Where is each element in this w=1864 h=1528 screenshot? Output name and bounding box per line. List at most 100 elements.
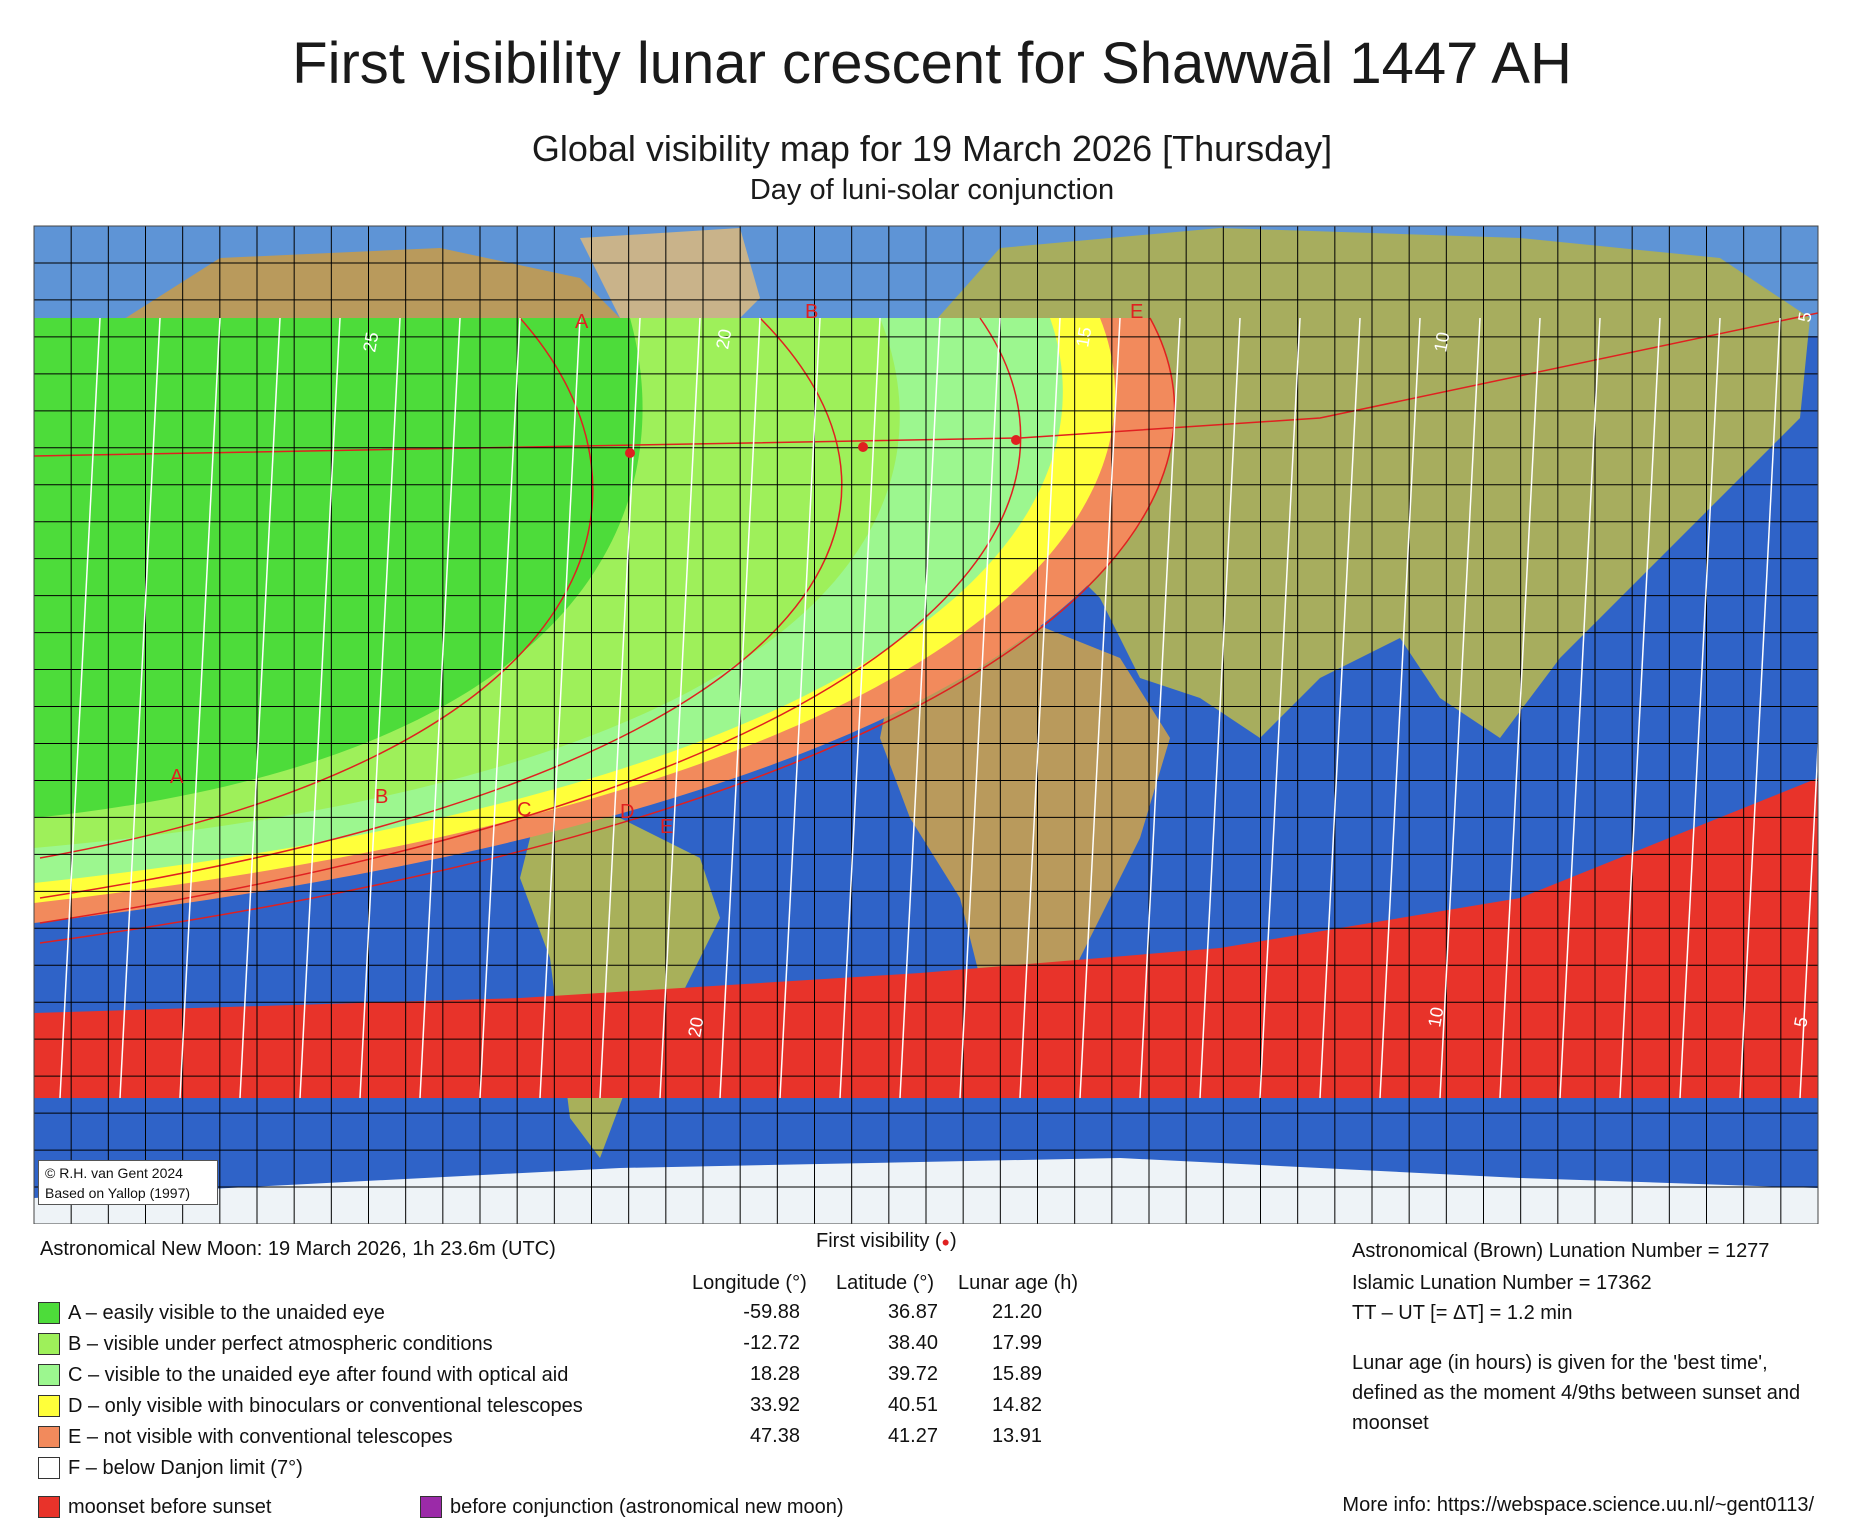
lunar-age-label-10: 10 [1430,330,1453,353]
zone-label-B-top: B [805,301,818,323]
lunar-age-isoline [779,317,821,1099]
legend-label: C – visible to the unaided eye after fou… [68,1363,569,1386]
legend-label: E – not visible with conventional telesc… [68,1425,453,1448]
lunar-age-isoline [1679,317,1721,1099]
legend-label: D – only visible with binoculars or conv… [68,1394,583,1417]
lunar-age-label-25: 25 [359,330,382,353]
legend-latitude-value: 41.27 [887,1425,938,1447]
first-visibility-label: First visibility ( [816,1230,942,1252]
legend-latitude-value: 40.51 [887,1394,938,1416]
lunar-age-label-5: 5 [1794,310,1815,323]
lunar-age-isolines [59,317,1840,1099]
lunar-age-isoline [179,317,221,1099]
legend-swatch [38,1426,60,1448]
lunar-age-isoline [359,317,401,1099]
lunar-age-isoline [1259,317,1301,1099]
new-moon-time: Astronomical New Moon: 19 March 2026, 1h… [40,1238,556,1260]
legend-lunar-age-value: 21.20 [991,1301,1042,1323]
lunar-age-isoline [959,317,1001,1099]
lunar-age-note: Lunar age (in hours) is given for the 'b… [1352,1352,1801,1434]
visibility-map: A B E A B C D E 25 20 15 10 5 20 10 5 [33,225,1840,1224]
zone-label-C-bottom: C [517,799,531,821]
zone-A [34,318,643,818]
legend-longitude-value: 33.92 [749,1394,800,1416]
legend-conjunction: before conjunction (astronomical new moo… [420,1494,844,1520]
lunar-age-isoline [899,317,941,1099]
col-latitude: Latitude (°) [836,1272,935,1294]
moonset-label: moonset before sunset [68,1495,272,1518]
lunar-age-isoline [1199,317,1241,1099]
legend-swatch [38,1364,60,1386]
moonset-swatch [38,1496,60,1518]
lunar-age-isoline [1319,317,1361,1099]
brown-lunation: Astronomical (Brown) Lunation Number = 1… [1352,1240,1770,1262]
zone-label-A-bottom: A [170,766,184,788]
lunar-age-isoline [659,317,701,1099]
credit-author: © R.H. van Gent 2024 [45,1165,183,1181]
legend-row: C – visible to the unaided eye after fou… [38,1362,568,1388]
legend-latitude-value: 38.40 [887,1332,938,1354]
map-frame [33,225,1819,1224]
lunar-age-isoline [1619,317,1661,1099]
first-visibility-dot-icon: ● [941,1233,951,1250]
sun-track-curve [34,312,1818,457]
legend-longitude-value: -12.72 [743,1332,800,1354]
zone-label-B-bottom: B [375,786,388,808]
lunar-age-label-20-south: 20 [684,1015,707,1038]
zone-label-E-top: E [1130,301,1143,323]
zone-label-A-top: A [575,311,589,333]
col-lunar-age: Lunar age (h) [958,1272,1079,1294]
lunar-age-isoline [1379,317,1421,1099]
lunar-age-isoline [1439,317,1481,1099]
legend-longitude-value: 18.28 [749,1363,800,1385]
legend-latitude-value: 39.72 [887,1363,938,1385]
map-credit: © R.H. van Gent 2024 Based on Yallop (19… [38,1160,218,1205]
land-africa [880,618,1170,1038]
page-title: First visibility lunar crescent for Shaw… [292,31,1572,96]
lunar-age-isoline [719,317,761,1099]
legend-latitude-value: 36.87 [887,1301,938,1323]
lunar-age-isoline [1799,317,1840,1099]
zone-label-D-bottom: D [620,801,634,823]
legend-lunar-age-value: 14.82 [991,1394,1042,1416]
islamic-lunation: Islamic Lunation Number = 17362 [1352,1272,1652,1294]
first-visibility-dot-C [1011,435,1021,445]
legend-row: A – easily visible to the unaided eye [38,1300,385,1326]
lunar-age-label-20: 20 [712,327,735,350]
first-visibility-close: ) [950,1230,957,1252]
legend-lunar-age-value: 13.91 [991,1425,1042,1447]
lunar-age-isoline [59,317,101,1099]
lunar-age-isoline [1499,317,1541,1099]
legend-label: A – easily visible to the unaided eye [68,1301,385,1324]
lunar-age-label-15: 15 [1072,325,1095,348]
legend-moonset: moonset before sunset [38,1494,271,1520]
lunar-age-isoline [1739,317,1781,1099]
lunar-age-isoline [299,317,341,1099]
page-subsubtitle: Day of luni-solar conjunction [749,174,1115,206]
legend-row: F – below Danjon limit (7°) [38,1455,303,1481]
lunar-age-isoline [239,317,281,1099]
first-visibility-dot-A [625,448,635,458]
lunar-age-isoline [599,317,641,1099]
legend-lunar-age-value: 17.99 [991,1332,1042,1354]
lunar-age-isoline [419,317,461,1099]
first-visibility-heading: First visibility (●) [816,1230,957,1253]
lunar-age-label-5-south: 5 [1790,1015,1811,1028]
conjunction-swatch [420,1496,442,1518]
legend-label: F – below Danjon limit (7°) [68,1456,303,1479]
conjunction-label: before conjunction (astronomical new moo… [450,1495,844,1518]
legend-row: D – only visible with binoculars or conv… [38,1393,583,1419]
col-longitude: Longitude (°) [692,1272,807,1294]
legend-swatch [38,1395,60,1417]
delta-t: TT – UT [= ΔT] = 1.2 min [1352,1302,1573,1324]
lunar-age-isoline [1559,317,1601,1099]
lunar-age-label-10-south: 10 [1424,1005,1447,1028]
lunar-age-isoline [839,317,881,1099]
legend-lunar-age-value: 15.89 [991,1363,1042,1385]
legend-row: B – visible under perfect atmospheric co… [38,1331,493,1357]
first-visibility-dot-B [858,442,868,452]
lunar-age-isoline [1019,317,1061,1099]
lunar-age-isoline [119,317,161,1099]
legend-swatch [38,1333,60,1355]
more-info-link[interactable]: More info: https://webspace.science.uu.n… [1342,1494,1814,1516]
